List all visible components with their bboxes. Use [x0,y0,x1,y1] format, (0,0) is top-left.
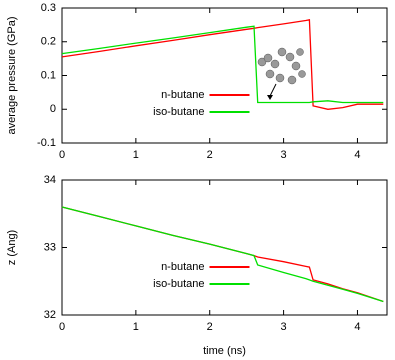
x-tick-label: 2 [207,149,213,161]
data-line [61,19,384,110]
y-tick-label: 0.1 [41,69,56,81]
y-axis-label: average pressure (GPa) [6,17,18,135]
x-tick-label: 0 [59,149,65,161]
x-tick-label: 1 [133,321,139,333]
y-tick-label: 0 [50,103,56,115]
plot-frame [61,7,388,144]
legend-label: n-butane [161,261,204,273]
y-tick-label: 0.3 [41,2,56,14]
x-tick-label: 0 [59,321,65,333]
x-tick-label: 3 [281,149,287,161]
legend-label: n-butane [161,89,204,101]
y-tick-label: -0.1 [37,137,56,149]
y-tick-label: 34 [44,174,56,186]
y-axis-label: z (Ang) [6,230,18,265]
x-tick-label: 2 [207,321,213,333]
legend-label: iso-butane [153,278,204,290]
x-axis-label: time (ns) [203,345,246,357]
molecule-inset [257,47,306,100]
data-line [61,25,384,104]
x-tick-label: 4 [354,321,360,333]
x-tick-label: 3 [281,321,287,333]
y-tick-label: 33 [44,241,56,253]
x-tick-label: 1 [133,149,139,161]
legend-label: iso-butane [153,106,204,118]
x-tick-label: 4 [354,149,360,161]
y-tick-label: 0.2 [41,36,56,48]
data-line [61,206,384,303]
y-tick-label: 32 [44,309,56,321]
